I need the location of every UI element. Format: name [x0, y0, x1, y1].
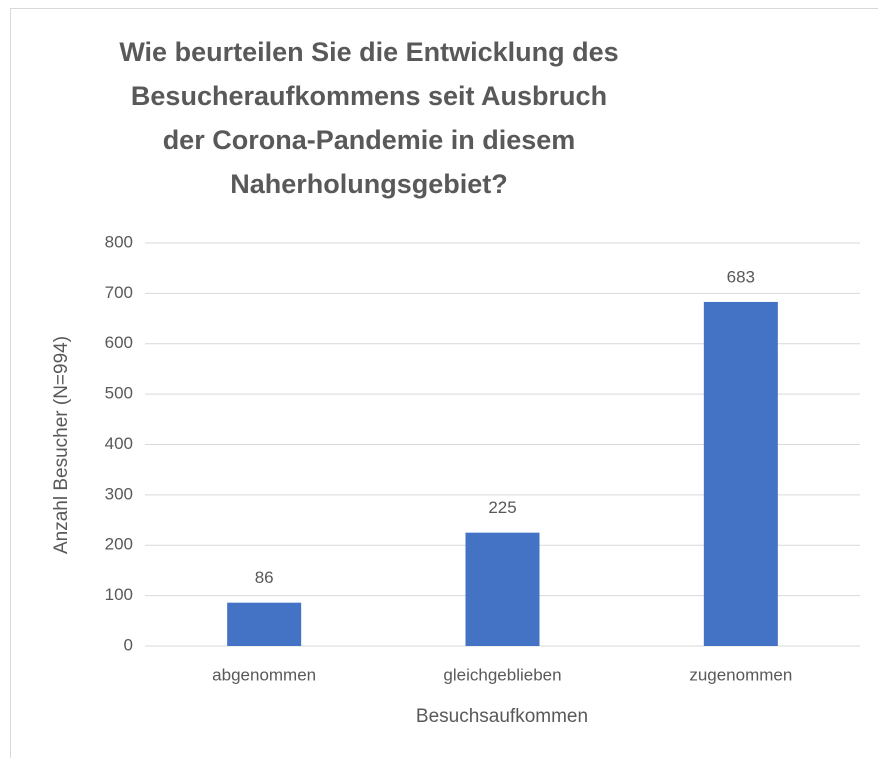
y-tick-label: 400 — [105, 434, 133, 453]
bar — [465, 532, 540, 646]
data-label: 683 — [727, 267, 755, 286]
y-axis-label: Anzahl Besucher (N=994) — [51, 336, 72, 554]
chart-title: Wie beurteilen Sie die Entwicklung des B… — [119, 37, 619, 199]
x-tick-label: zugenommen — [689, 665, 792, 684]
data-label: 86 — [255, 568, 274, 587]
x-axis-label: Besuchsaufkommen — [416, 706, 588, 727]
chart-border — [10, 8, 878, 758]
y-tick-label: 300 — [105, 484, 133, 503]
y-tick-label: 700 — [105, 283, 133, 302]
y-tick-label: 600 — [105, 333, 133, 352]
y-tick-label: 100 — [105, 585, 133, 604]
y-tick-label: 200 — [105, 535, 133, 554]
y-tick-label: 500 — [105, 384, 133, 403]
x-tick-label: gleichgeblieben — [443, 665, 561, 684]
y-tick-label: 0 — [124, 635, 133, 654]
x-tick-label: abgenommen — [212, 665, 316, 684]
bar — [703, 301, 778, 646]
data-label: 225 — [488, 498, 516, 517]
y-tick-label: 800 — [105, 232, 133, 251]
bar — [227, 602, 302, 646]
